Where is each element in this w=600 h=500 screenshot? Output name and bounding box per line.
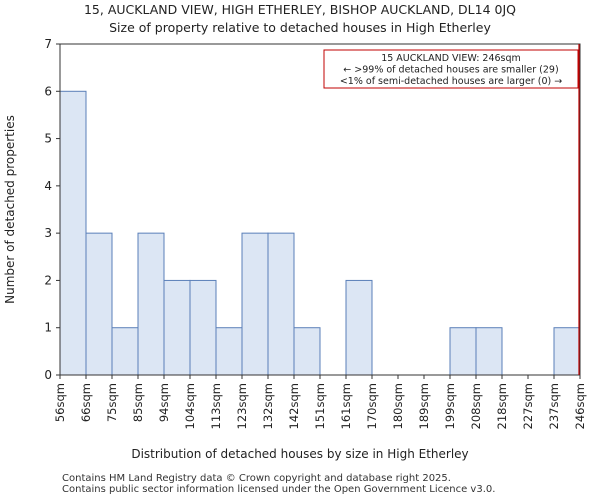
bar (293, 327, 321, 376)
y-tick-label: 1 (44, 321, 52, 335)
y-tick-label: 2 (44, 273, 52, 287)
x-tick-label: 75sqm (105, 383, 119, 422)
bar (59, 90, 87, 376)
annotation-line: ← >99% of detached houses are smaller (2… (343, 65, 558, 76)
y-axis-label: Number of detached properties (3, 115, 17, 304)
footer-line-2: Contains public sector information licen… (62, 484, 496, 495)
x-tick-label: 199sqm (443, 383, 457, 429)
x-tick-label: 246sqm (573, 383, 587, 429)
bar (215, 327, 243, 376)
bar (163, 279, 191, 376)
y-tick-label: 6 (44, 84, 52, 98)
bar (449, 327, 477, 376)
x-tick-label: 161sqm (339, 383, 353, 429)
bar (137, 232, 165, 376)
bar (241, 232, 269, 376)
annotation-box (323, 49, 579, 89)
y-tick-label: 5 (44, 132, 52, 146)
bar (189, 279, 217, 376)
bar (553, 327, 581, 376)
x-tick-label: 94sqm (157, 383, 171, 422)
x-tick-label: 180sqm (391, 383, 405, 429)
annotation-line: <1% of semi-detached houses are larger (… (340, 76, 562, 87)
x-tick-label: 237sqm (547, 383, 561, 429)
x-tick-label: 151sqm (313, 383, 327, 429)
chart-subtitle: Size of property relative to detached ho… (109, 20, 491, 35)
footer-line-1: Contains HM Land Registry data © Crown c… (62, 473, 451, 484)
chart-title: 15, AUCKLAND VIEW, HIGH ETHERLEY, BISHOP… (83, 2, 517, 17)
x-tick-label: 132sqm (261, 383, 275, 429)
x-tick-label: 170sqm (365, 383, 379, 429)
y-tick-label: 4 (44, 179, 52, 193)
x-tick-label: 208sqm (469, 383, 483, 429)
x-tick-label: 123sqm (235, 383, 249, 429)
x-tick-label: 85sqm (131, 383, 145, 422)
bar (475, 327, 503, 376)
x-axis-label: Distribution of detached houses by size … (131, 447, 468, 461)
x-tick-label: 113sqm (209, 383, 223, 429)
y-tick-label: 0 (44, 368, 52, 382)
y-tick-label: 3 (44, 226, 52, 240)
bar (111, 327, 139, 376)
bar (267, 232, 295, 376)
x-tick-label: 227sqm (521, 383, 535, 429)
x-tick-label: 66sqm (79, 383, 93, 422)
x-tick-label: 189sqm (417, 383, 431, 429)
y-tick-label: 7 (44, 37, 52, 51)
x-tick-label: 218sqm (495, 383, 509, 429)
bar (85, 232, 113, 376)
x-tick-label: 104sqm (183, 383, 197, 429)
bar (345, 279, 373, 376)
x-tick-label: 142sqm (287, 383, 301, 429)
annotation-line: 15 AUCKLAND VIEW: 246sqm (381, 53, 521, 64)
x-tick-label: 56sqm (53, 383, 67, 422)
